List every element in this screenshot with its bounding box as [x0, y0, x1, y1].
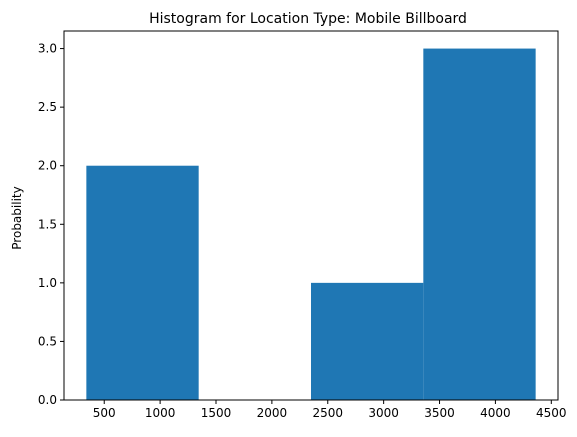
bars-group: [86, 48, 536, 400]
histogram-bar: [423, 48, 536, 400]
x-tick-label: 3500: [424, 406, 455, 420]
histogram-bar: [86, 165, 199, 400]
x-tick-label: 4000: [480, 406, 511, 420]
y-axis-ticks: 0.0 0.5 1.0 1.5 2.0 2.5 3.0: [38, 42, 64, 407]
x-tick-label: 4500: [536, 406, 567, 420]
histogram-bar: [311, 282, 424, 400]
y-axis-label: Probability: [10, 186, 24, 249]
x-tick-label: 1500: [201, 406, 232, 420]
y-tick-label: 2.0: [38, 159, 57, 173]
y-tick-label: 3.0: [38, 42, 57, 56]
y-tick-label: 2.5: [38, 100, 57, 114]
x-tick-label: 2000: [257, 406, 288, 420]
chart-title: Histogram for Location Type: Mobile Bill…: [149, 11, 467, 27]
y-tick-label: 0.5: [38, 334, 57, 348]
plot-frame: [63, 30, 559, 401]
y-tick-label: 0.0: [38, 393, 57, 407]
x-tick-label: 500: [93, 406, 116, 420]
x-axis-ticks: 500 1000 1500 2000 2500 3000 3500 4000 4500: [93, 400, 567, 420]
x-tick-label: 2500: [312, 406, 343, 420]
x-tick-label: 3000: [368, 406, 399, 420]
y-tick-label: 1.5: [38, 217, 57, 231]
x-tick-label: 1000: [145, 406, 176, 420]
y-tick-label: 1.0: [38, 276, 57, 290]
